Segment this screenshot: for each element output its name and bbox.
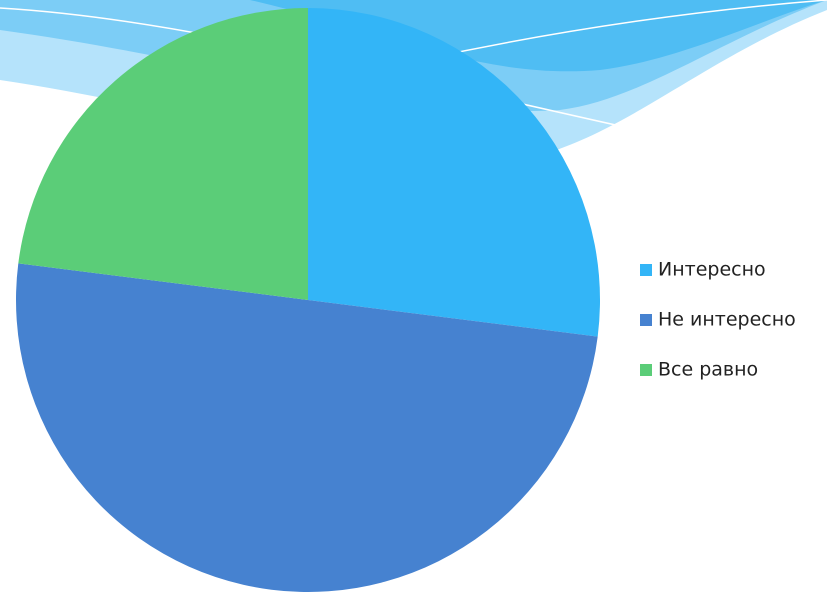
legend-label: Не интересно (658, 309, 796, 331)
pie-slice (16, 263, 598, 592)
pie (16, 8, 600, 592)
legend: Интересно Не интересно Все равно (640, 259, 796, 381)
legend-label: Интересно (658, 259, 766, 281)
legend-label: Все равно (658, 359, 758, 381)
pie-slice (308, 8, 600, 337)
legend-swatch (640, 364, 652, 376)
legend-swatch (640, 314, 652, 326)
legend-swatch (640, 264, 652, 276)
pie-slice (18, 8, 308, 300)
